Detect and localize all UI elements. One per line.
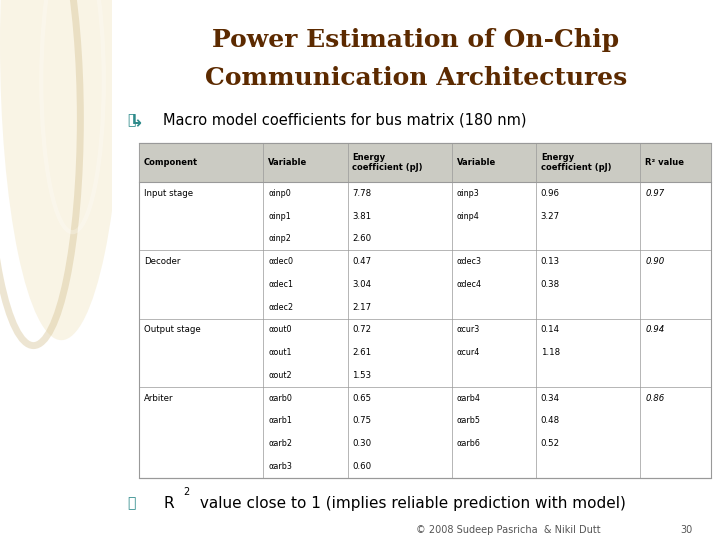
- Text: Component: Component: [144, 158, 198, 167]
- Text: 0.48: 0.48: [541, 416, 560, 426]
- Text: αinp0: αinp0: [269, 189, 291, 198]
- Text: 3.81: 3.81: [352, 212, 372, 221]
- Text: αarb3: αarb3: [269, 462, 292, 471]
- Text: αarb2: αarb2: [269, 439, 292, 448]
- Circle shape: [0, 0, 122, 340]
- Text: Input stage: Input stage: [144, 189, 193, 198]
- Circle shape: [0, 0, 103, 346]
- Text: Arbiter: Arbiter: [144, 394, 174, 403]
- Text: αinp1: αinp1: [269, 212, 291, 221]
- Text: 0.96: 0.96: [541, 189, 560, 198]
- Text: 0.38: 0.38: [541, 280, 560, 289]
- Text: Energy
coefficient (pJ): Energy coefficient (pJ): [541, 153, 611, 172]
- Text: 3.27: 3.27: [541, 212, 560, 221]
- Text: 0.90: 0.90: [645, 257, 665, 266]
- Text: Power Estimation of On-Chip: Power Estimation of On-Chip: [212, 29, 619, 52]
- Text: αout1: αout1: [269, 348, 292, 357]
- Text: ↳: ↳: [130, 111, 144, 129]
- Text: 2.17: 2.17: [352, 303, 372, 312]
- Text: Variable: Variable: [456, 158, 496, 167]
- Text: αarb5: αarb5: [456, 416, 481, 426]
- Text: 0.47: 0.47: [352, 257, 372, 266]
- Text: αcur4: αcur4: [456, 348, 480, 357]
- Text: αcur3: αcur3: [456, 326, 480, 334]
- Text: αinp3: αinp3: [456, 189, 480, 198]
- Text: 0.65: 0.65: [352, 394, 372, 403]
- Text: ⧖: ⧖: [127, 113, 135, 127]
- Text: 0.75: 0.75: [352, 416, 372, 426]
- Text: R: R: [163, 496, 174, 511]
- Text: Decoder: Decoder: [144, 257, 180, 266]
- Text: 2.60: 2.60: [352, 234, 372, 244]
- Text: αdec2: αdec2: [269, 303, 294, 312]
- Text: αarb4: αarb4: [456, 394, 480, 403]
- Text: 0.97: 0.97: [645, 189, 665, 198]
- Text: Macro model coefficients for bus matrix (180 nm): Macro model coefficients for bus matrix …: [163, 112, 527, 127]
- Text: Energy
coefficient (pJ): Energy coefficient (pJ): [352, 153, 423, 172]
- Text: 0.86: 0.86: [645, 394, 665, 403]
- Text: © 2008 Sudeep Pasricha  & Nikil Dutt: © 2008 Sudeep Pasricha & Nikil Dutt: [416, 525, 600, 535]
- Text: αarb6: αarb6: [456, 439, 480, 448]
- Text: 3.04: 3.04: [352, 280, 372, 289]
- Text: αout2: αout2: [269, 371, 292, 380]
- Text: αdec3: αdec3: [456, 257, 482, 266]
- Bar: [139, 143, 711, 182]
- Text: αarb0: αarb0: [269, 394, 292, 403]
- Text: 30: 30: [680, 525, 693, 535]
- Text: 0.60: 0.60: [352, 462, 372, 471]
- Text: ⧖: ⧖: [127, 496, 135, 510]
- Text: 0.52: 0.52: [541, 439, 560, 448]
- Text: 2: 2: [184, 488, 189, 497]
- Text: 1.18: 1.18: [541, 348, 560, 357]
- Text: R² value: R² value: [645, 158, 684, 167]
- Text: 7.78: 7.78: [352, 189, 372, 198]
- Text: 0.13: 0.13: [541, 257, 560, 266]
- Text: αout0: αout0: [269, 326, 292, 334]
- Text: 2.61: 2.61: [352, 348, 372, 357]
- Text: Communication Architectures: Communication Architectures: [204, 66, 627, 90]
- Text: αdec0: αdec0: [269, 257, 293, 266]
- Text: αarb1: αarb1: [269, 416, 292, 426]
- Text: 0.34: 0.34: [541, 394, 560, 403]
- Text: 0.14: 0.14: [541, 326, 560, 334]
- Bar: [139, 143, 711, 478]
- Text: αdec1: αdec1: [269, 280, 293, 289]
- Text: value close to 1 (implies reliable prediction with model): value close to 1 (implies reliable predi…: [195, 496, 626, 511]
- Text: αinp4: αinp4: [456, 212, 480, 221]
- Text: 0.30: 0.30: [352, 439, 372, 448]
- Text: 0.94: 0.94: [645, 326, 665, 334]
- Text: αdec4: αdec4: [456, 280, 482, 289]
- Text: αinp2: αinp2: [269, 234, 291, 244]
- Text: Variable: Variable: [269, 158, 307, 167]
- Text: 0.72: 0.72: [352, 326, 372, 334]
- Text: Output stage: Output stage: [144, 326, 201, 334]
- Text: 1.53: 1.53: [352, 371, 372, 380]
